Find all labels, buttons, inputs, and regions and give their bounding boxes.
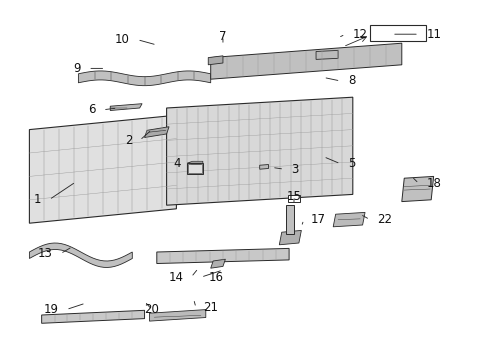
Text: 12: 12 <box>353 28 368 41</box>
Polygon shape <box>145 127 169 138</box>
Text: 10: 10 <box>115 33 130 46</box>
Polygon shape <box>149 310 206 321</box>
Polygon shape <box>157 248 289 264</box>
Polygon shape <box>110 104 142 111</box>
Polygon shape <box>187 161 203 163</box>
Text: 14: 14 <box>169 271 184 284</box>
Text: 3: 3 <box>292 163 299 176</box>
Polygon shape <box>78 71 211 86</box>
Text: 8: 8 <box>348 75 355 87</box>
Text: 9: 9 <box>74 62 81 75</box>
Polygon shape <box>333 212 365 227</box>
Text: 16: 16 <box>208 271 223 284</box>
Polygon shape <box>29 243 132 267</box>
Text: 5: 5 <box>348 157 355 170</box>
Text: 19: 19 <box>44 303 59 316</box>
Polygon shape <box>211 43 402 79</box>
Polygon shape <box>402 176 434 202</box>
Text: 17: 17 <box>311 213 326 226</box>
Text: 13: 13 <box>38 247 53 260</box>
Polygon shape <box>167 97 353 205</box>
Text: 7: 7 <box>219 30 227 42</box>
Text: 22: 22 <box>377 213 392 226</box>
Polygon shape <box>286 205 294 234</box>
Text: 18: 18 <box>426 177 441 190</box>
Text: 21: 21 <box>203 301 219 314</box>
Text: 2: 2 <box>125 134 132 147</box>
Text: 6: 6 <box>88 103 96 116</box>
Polygon shape <box>208 56 223 65</box>
Polygon shape <box>211 259 225 268</box>
Text: 1: 1 <box>34 193 42 206</box>
FancyBboxPatch shape <box>370 25 426 41</box>
Bar <box>188 164 202 173</box>
Bar <box>288 195 300 202</box>
Polygon shape <box>279 230 301 245</box>
Polygon shape <box>42 310 145 323</box>
Text: 4: 4 <box>174 157 181 170</box>
Text: 20: 20 <box>145 303 159 316</box>
Text: 11: 11 <box>426 28 441 41</box>
Text: 15: 15 <box>287 190 301 203</box>
Polygon shape <box>29 115 176 223</box>
Polygon shape <box>316 50 338 59</box>
Polygon shape <box>260 165 269 169</box>
Bar <box>187 163 203 174</box>
